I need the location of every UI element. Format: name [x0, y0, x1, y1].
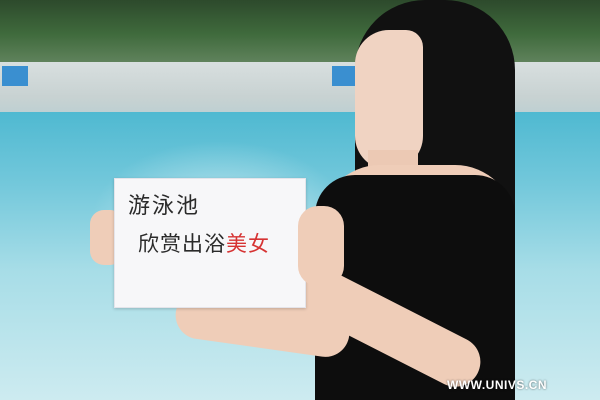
woman-face	[355, 30, 423, 170]
woman-hand-right	[298, 206, 344, 286]
sign-line-1: 游泳池	[128, 194, 201, 219]
sign-line-2: 欣赏出浴美女	[138, 228, 270, 258]
handwritten-sign	[114, 178, 306, 308]
sign-line-2-main: 欣赏出浴	[138, 232, 226, 256]
sign-line-2-accent: 美女	[226, 232, 270, 256]
blue-flag-left	[2, 66, 28, 86]
blue-flag-center	[332, 66, 358, 86]
watermark: WWW.UNIVS.CN	[447, 378, 547, 392]
